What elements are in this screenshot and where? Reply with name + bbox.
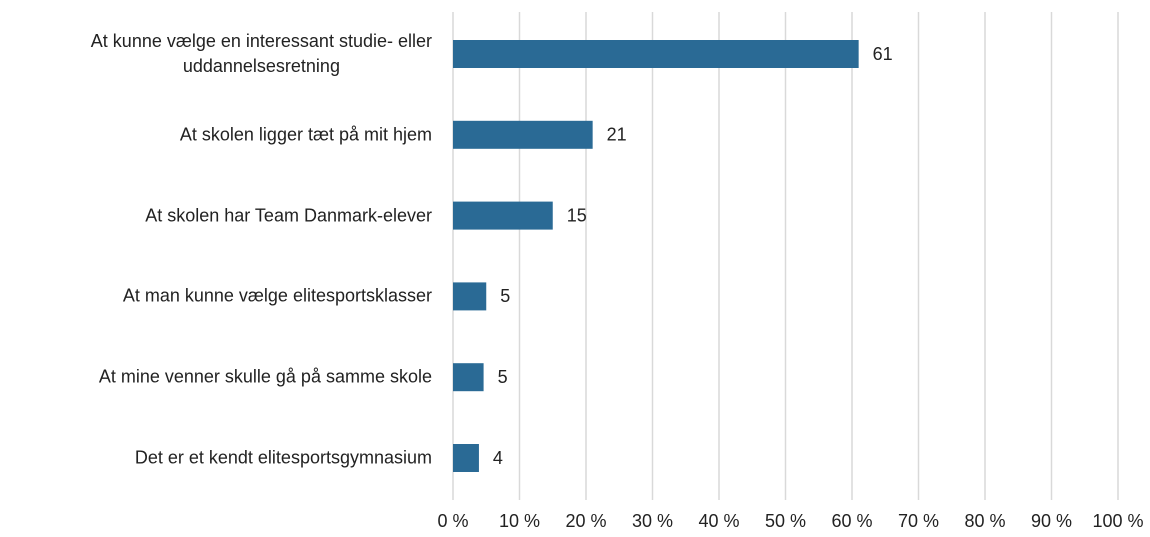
category-text: At mine venner skulle gå på samme skole <box>98 366 432 387</box>
value-label: 5 <box>498 367 508 387</box>
x-tick-label: 20 % <box>565 511 606 531</box>
x-tick-label: 70 % <box>898 511 939 531</box>
category-text: At kunne vælge en interessant studie- el… <box>90 31 432 76</box>
category-label: At man kunne vælge elitesportsklasser <box>0 284 432 309</box>
bar <box>453 120 593 149</box>
bar <box>453 282 487 311</box>
category-text: At skolen har Team Danmark-elever <box>145 205 432 226</box>
bar <box>453 201 553 230</box>
category-text: At skolen ligger tæt på mit hjem <box>179 124 432 145</box>
category-label: At kunne vælge en interessant studie- el… <box>0 29 432 79</box>
x-tick-label: 40 % <box>698 511 739 531</box>
value-label: 15 <box>567 205 587 225</box>
bar <box>453 444 479 472</box>
x-tick-label: 80 % <box>964 511 1005 531</box>
value-label: 61 <box>873 44 893 64</box>
category-label: Det er et kendt elitesportsgymnasium <box>0 446 432 471</box>
category-text: Det er et kendt elitesportsgymnasium <box>134 447 432 468</box>
bar <box>453 40 859 68</box>
bar <box>453 363 484 392</box>
x-tick-label: 60 % <box>831 511 872 531</box>
category-label: At skolen har Team Danmark-elever <box>0 203 432 228</box>
x-tick-label: 0 % <box>437 511 468 531</box>
x-tick-label: 90 % <box>1031 511 1072 531</box>
value-label: 5 <box>500 286 510 306</box>
value-label: 4 <box>493 448 503 468</box>
x-tick-label: 50 % <box>765 511 806 531</box>
category-label: At skolen ligger tæt på mit hjem <box>0 122 432 147</box>
x-tick-label: 10 % <box>499 511 540 531</box>
category-label: At mine venner skulle gå på samme skole <box>0 365 432 390</box>
category-text: At man kunne vælge elitesportsklasser <box>122 285 432 306</box>
x-tick-label: 100 % <box>1092 511 1143 531</box>
value-label: 21 <box>607 125 627 145</box>
x-tick-label: 30 % <box>632 511 673 531</box>
